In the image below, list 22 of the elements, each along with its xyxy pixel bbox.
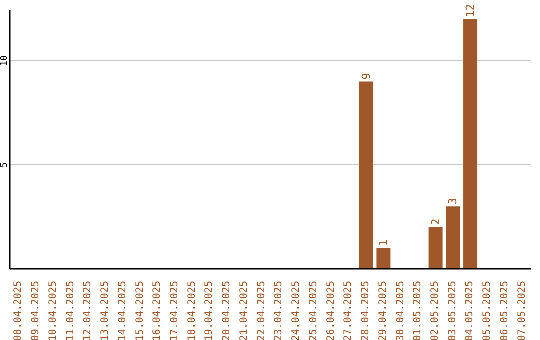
x-tick-label: 15.04.2025 <box>134 281 146 340</box>
bar <box>464 19 478 269</box>
x-tick-label: 11.04.2025 <box>65 281 76 340</box>
x-tick-label: 14.04.2025 <box>117 281 128 340</box>
x-tick-label: 19.04.2025 <box>204 281 216 340</box>
y-tick-label: 5 <box>0 162 10 168</box>
data-label: 3 <box>446 198 460 205</box>
x-tick-label: 13.04.2025 <box>100 281 112 340</box>
x-tick-label: 16.04.2025 <box>152 281 164 340</box>
bar <box>446 206 460 269</box>
data-label: 9 <box>360 73 373 80</box>
y-tick-label: 10 <box>0 56 10 66</box>
bar <box>428 227 443 269</box>
bar <box>359 82 374 269</box>
data-label: 2 <box>429 218 442 226</box>
data-label: 12 <box>464 4 478 18</box>
x-tick-label: 12.04.2025 <box>82 281 94 340</box>
x-tick-label: 17.04.2025 <box>169 281 180 340</box>
data-label: 1 <box>377 240 390 246</box>
x-tick-label: 10.04.2025 <box>48 281 59 340</box>
bar <box>376 248 391 269</box>
x-tick-label: 18.04.2025 <box>186 281 198 340</box>
